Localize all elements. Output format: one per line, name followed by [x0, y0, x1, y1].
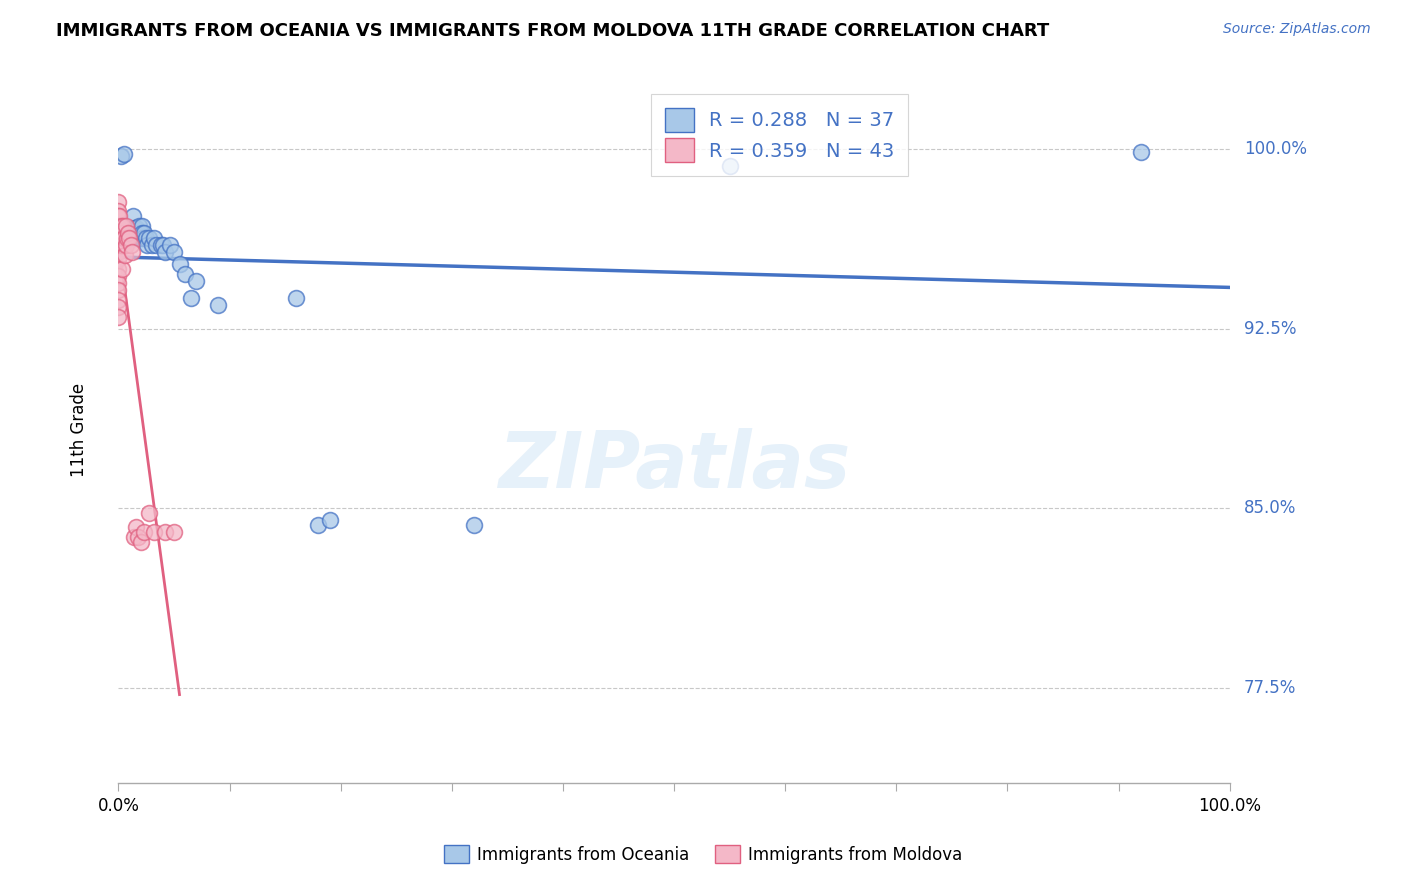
Point — [112, 231, 135, 245]
Point — [107, 231, 129, 245]
Text: 92.5%: 92.5% — [1244, 319, 1296, 338]
Point — [207, 298, 229, 312]
Point — [107, 284, 129, 298]
Point — [135, 231, 157, 245]
Point — [107, 293, 129, 307]
Text: 11th Grade: 11th Grade — [70, 384, 89, 477]
Point — [107, 252, 129, 267]
Legend: Immigrants from Oceania, Immigrants from Moldova: Immigrants from Oceania, Immigrants from… — [437, 838, 969, 871]
Text: IMMIGRANTS FROM OCEANIA VS IMMIGRANTS FROM MOLDOVA 11TH GRADE CORRELATION CHART: IMMIGRANTS FROM OCEANIA VS IMMIGRANTS FR… — [56, 22, 1049, 40]
Point — [318, 513, 340, 527]
Point — [129, 534, 152, 549]
Point — [110, 149, 132, 163]
Point — [142, 231, 165, 245]
Point — [149, 238, 172, 252]
Point — [107, 261, 129, 276]
Point — [121, 209, 143, 223]
Point — [107, 219, 129, 233]
Point — [131, 226, 153, 240]
Text: 100.0%: 100.0% — [1244, 140, 1306, 158]
Point — [112, 147, 135, 161]
Point — [117, 231, 139, 245]
Point — [131, 219, 153, 233]
Point — [115, 219, 138, 233]
Point — [108, 209, 131, 223]
Point — [111, 261, 134, 276]
Point — [124, 231, 146, 245]
Point — [1129, 145, 1152, 159]
Point — [107, 194, 129, 209]
Text: ZIPatlas: ZIPatlas — [498, 427, 851, 504]
Point — [132, 226, 155, 240]
Point — [117, 226, 139, 240]
Point — [128, 219, 150, 233]
Point — [107, 226, 129, 240]
Point — [115, 238, 138, 252]
Text: Source: ZipAtlas.com: Source: ZipAtlas.com — [1223, 22, 1371, 37]
Point — [163, 525, 186, 540]
Point — [110, 219, 132, 233]
Point — [307, 517, 329, 532]
Point — [129, 231, 152, 245]
Legend: R = 0.288   N = 37, R = 0.359   N = 43: R = 0.288 N = 37, R = 0.359 N = 43 — [651, 95, 908, 176]
Point — [107, 300, 129, 314]
Point — [180, 291, 202, 305]
Point — [107, 310, 129, 324]
Point — [285, 291, 308, 305]
Point — [107, 277, 129, 291]
Point — [121, 245, 143, 260]
Point — [463, 517, 485, 532]
Text: 85.0%: 85.0% — [1244, 500, 1296, 517]
Point — [186, 274, 208, 288]
Point — [142, 525, 165, 540]
Point — [122, 221, 145, 235]
Point — [132, 231, 155, 245]
Point — [118, 231, 141, 245]
Point — [153, 245, 176, 260]
Point — [125, 221, 148, 235]
Point — [152, 238, 174, 252]
Point — [107, 245, 129, 260]
Point — [121, 224, 143, 238]
Point — [153, 525, 176, 540]
Point — [112, 238, 135, 252]
Point — [141, 238, 163, 252]
Point — [127, 231, 149, 245]
Point — [114, 247, 136, 261]
Point — [108, 231, 131, 245]
Point — [145, 238, 167, 252]
Point — [127, 226, 149, 240]
Point — [111, 226, 134, 240]
Point — [159, 238, 181, 252]
Point — [169, 257, 191, 271]
Point — [163, 245, 186, 260]
Point — [132, 525, 155, 540]
Text: 77.5%: 77.5% — [1244, 679, 1296, 697]
Point — [107, 204, 129, 219]
Point — [111, 238, 134, 252]
Point — [107, 238, 129, 252]
Point — [120, 238, 142, 252]
Point — [107, 268, 129, 283]
Point — [107, 209, 129, 223]
Point — [136, 238, 159, 252]
Point — [138, 231, 160, 245]
Point — [110, 238, 132, 252]
Point — [718, 159, 741, 173]
Point — [122, 530, 145, 544]
Point — [125, 520, 148, 534]
Point — [111, 219, 134, 233]
Point — [174, 267, 197, 281]
Point — [127, 530, 149, 544]
Point — [138, 506, 160, 520]
